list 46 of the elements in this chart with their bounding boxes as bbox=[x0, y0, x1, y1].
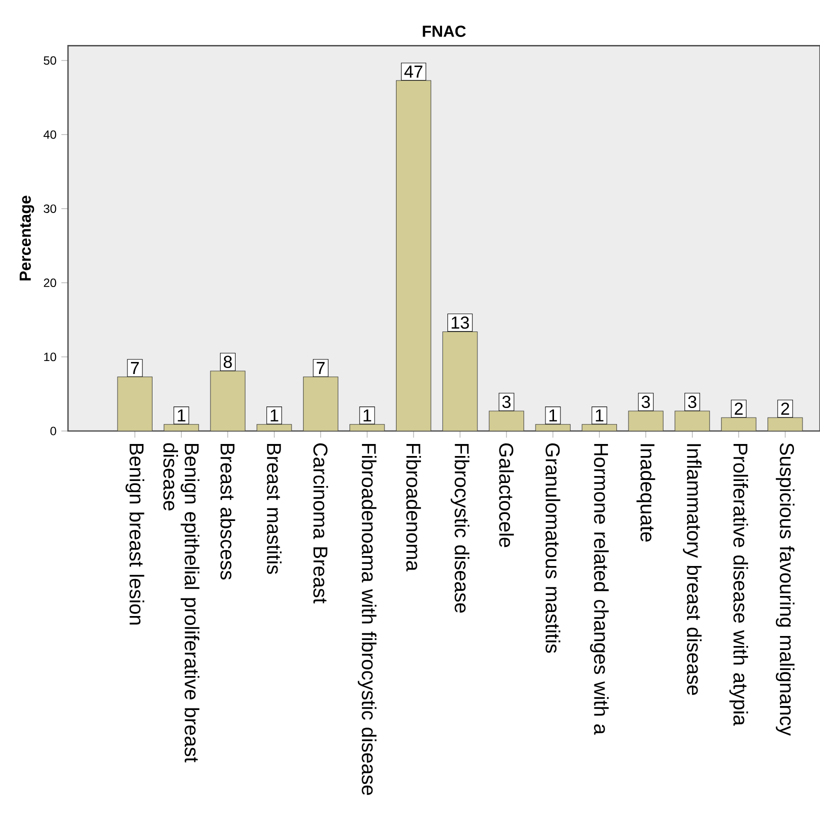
data-label: 1 bbox=[178, 409, 186, 422]
data-label: 1 bbox=[549, 409, 557, 422]
x-tick-label: Carcinoma Breast bbox=[313, 443, 328, 604]
data-label: 2 bbox=[781, 402, 790, 415]
data-label: 1 bbox=[596, 409, 604, 422]
bar bbox=[628, 410, 664, 432]
x-tick-label: Fibroadenoma bbox=[406, 444, 421, 572]
x-tick-label: Suspicious favouring malignancy bbox=[776, 443, 794, 736]
data-label: 1 bbox=[270, 409, 278, 422]
data-label: 2 bbox=[734, 402, 743, 415]
x-tick-label: Proliferative disease with atypia bbox=[729, 444, 748, 726]
data-label: 1 bbox=[364, 409, 372, 422]
data-label: 8 bbox=[224, 356, 232, 368]
y-tick-label: 20 bbox=[44, 278, 56, 288]
y-tick-label: 0 bbox=[50, 426, 56, 436]
x-tick-label: Benign breast lesion bbox=[126, 444, 144, 624]
chart-title: FNAC bbox=[422, 26, 466, 37]
data-label: 7 bbox=[130, 362, 139, 374]
data-label: 3 bbox=[642, 396, 650, 408]
bar bbox=[674, 410, 710, 432]
x-tick-label: Fibroadenoama with fibrocystic disease bbox=[358, 444, 376, 795]
bar bbox=[118, 376, 152, 432]
bar bbox=[721, 418, 756, 432]
x-tick-label: Fibrocystic disease bbox=[450, 444, 470, 613]
x-tick-label: Galactocele bbox=[499, 443, 514, 548]
bar bbox=[303, 376, 338, 432]
x-tick-label: Granulomatous mastitis bbox=[546, 443, 560, 653]
x-tick-label: Hormone related changes with a bbox=[590, 444, 609, 735]
data-label: 7 bbox=[316, 362, 325, 374]
bar bbox=[768, 417, 803, 432]
bar bbox=[210, 370, 246, 432]
y-axis-title: Percentage bbox=[20, 196, 34, 280]
x-tick-label: Inflammatory breast disease bbox=[682, 444, 702, 695]
x-tick-label: Breast abscess bbox=[220, 444, 236, 580]
data-label: 13 bbox=[452, 316, 469, 329]
x-tick-label: Breast mastitis bbox=[266, 444, 282, 574]
data-label: 47 bbox=[404, 66, 422, 78]
y-tick-label: 30 bbox=[44, 204, 56, 213]
data-label: 3 bbox=[688, 396, 696, 408]
x-tick-label: Inadequate bbox=[636, 444, 656, 542]
y-tick-label: 10 bbox=[44, 352, 56, 362]
y-tick-label: 50 bbox=[44, 56, 56, 65]
x-tick-label: Benign epithelial proliferative breast disease bbox=[163, 443, 200, 762]
y-tick-label: 40 bbox=[44, 130, 56, 139]
bar bbox=[489, 410, 524, 432]
data-label: 3 bbox=[502, 396, 511, 408]
